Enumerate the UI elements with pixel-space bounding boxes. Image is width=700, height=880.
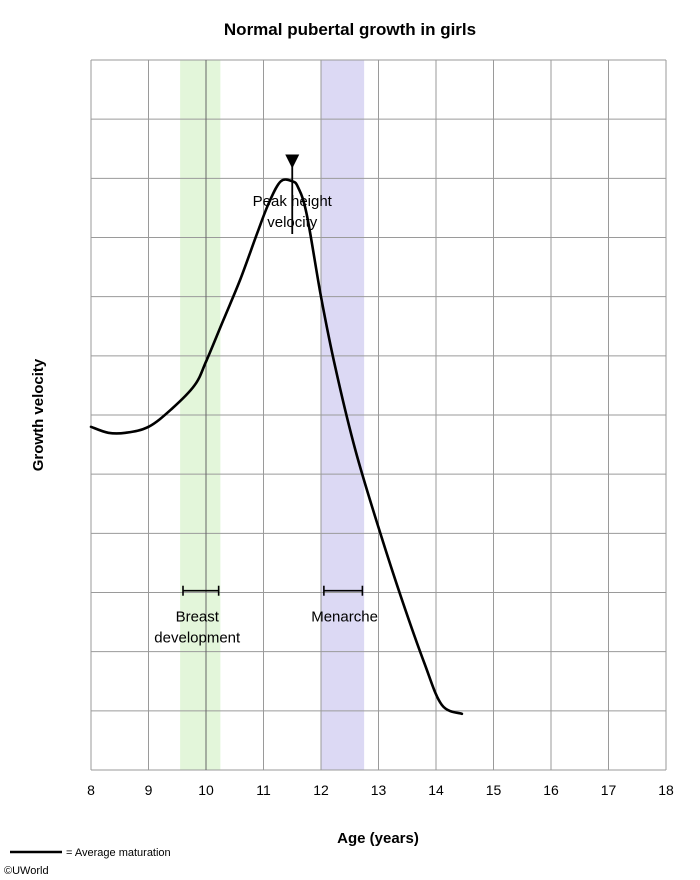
x-tick-label: 12	[313, 782, 329, 798]
x-tick-label: 15	[486, 782, 502, 798]
chart-title: Normal pubertal growth in girls	[224, 20, 476, 39]
x-tick-label: 18	[658, 782, 674, 798]
x-tick-label: 17	[601, 782, 617, 798]
series-line-average-maturation	[89, 178, 464, 716]
legend-label: = Average maturation	[66, 847, 171, 859]
x-tick-label: 8	[87, 782, 95, 798]
x-tick-label: 11	[256, 782, 271, 798]
x-tick-label: 9	[145, 782, 153, 798]
range-bar-breast-development	[182, 585, 220, 596]
breast-development-label-line1: Breast	[176, 609, 220, 626]
grid-layer	[90, 59, 667, 771]
range-bar-menarche	[323, 585, 364, 596]
range-bars	[182, 585, 364, 596]
x-tick-labels: 8 9 10 11 12 13 14 15 16 17 18	[87, 782, 674, 798]
x-tick-label: 16	[543, 782, 559, 798]
peak-arrow	[285, 154, 300, 234]
x-axis-label: Age (years)	[337, 830, 419, 847]
menarche-label: Menarche	[311, 609, 378, 626]
x-tick-label: 10	[198, 782, 214, 798]
credit-text: ©UWorld	[4, 865, 49, 877]
x-tick-label: 13	[371, 782, 387, 798]
x-tick-label: 14	[428, 782, 444, 798]
y-axis-label: Growth velocity	[30, 358, 47, 471]
breast-development-label-line2: development	[154, 630, 241, 647]
